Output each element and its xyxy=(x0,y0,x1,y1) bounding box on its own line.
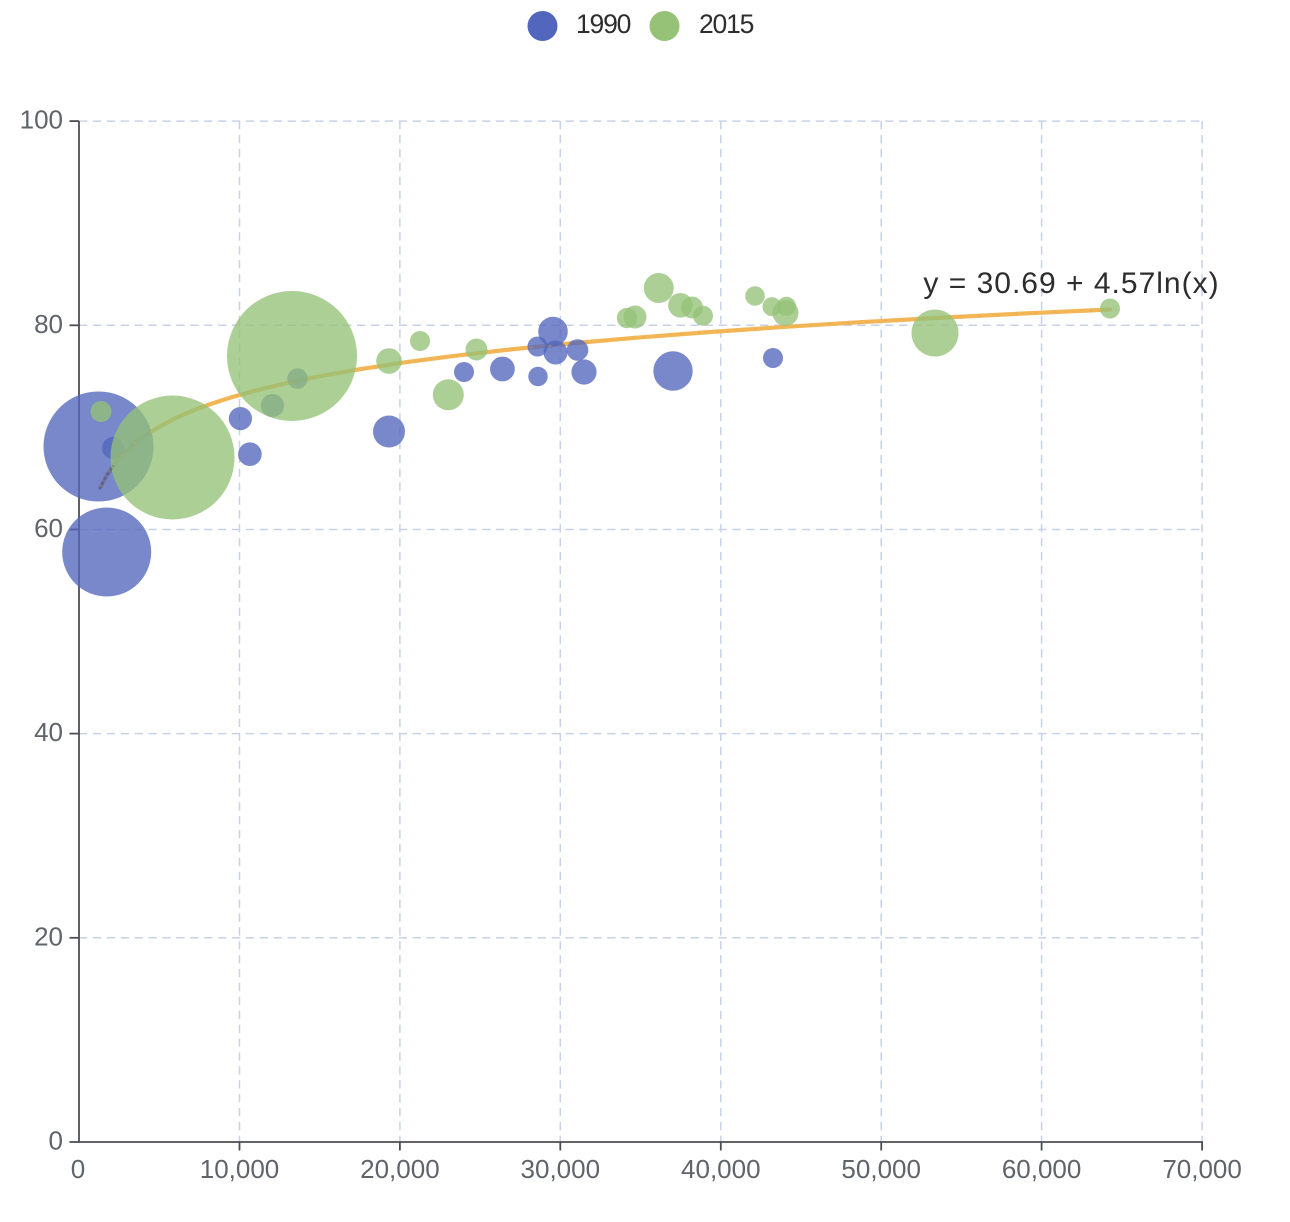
svg-text:60,000: 60,000 xyxy=(1002,1154,1082,1184)
svg-text:10,000: 10,000 xyxy=(200,1154,280,1184)
svg-text:0: 0 xyxy=(71,1154,85,1184)
svg-text:60: 60 xyxy=(34,513,63,543)
svg-text:40,000: 40,000 xyxy=(681,1154,761,1184)
svg-text:1990: 1990 xyxy=(576,9,631,39)
svg-text:2015: 2015 xyxy=(699,9,754,39)
svg-text:50,000: 50,000 xyxy=(841,1154,921,1184)
svg-text:40: 40 xyxy=(34,717,63,747)
svg-text:100: 100 xyxy=(20,105,63,135)
svg-text:30,000: 30,000 xyxy=(521,1154,601,1184)
svg-text:80: 80 xyxy=(34,309,63,339)
svg-text:70,000: 70,000 xyxy=(1162,1154,1242,1184)
svg-text:20: 20 xyxy=(34,921,63,951)
svg-text:y = 30.69 + 4.57ln(x): y = 30.69 + 4.57ln(x) xyxy=(923,267,1219,300)
svg-text:0: 0 xyxy=(49,1126,63,1156)
svg-text:20,000: 20,000 xyxy=(360,1154,440,1184)
